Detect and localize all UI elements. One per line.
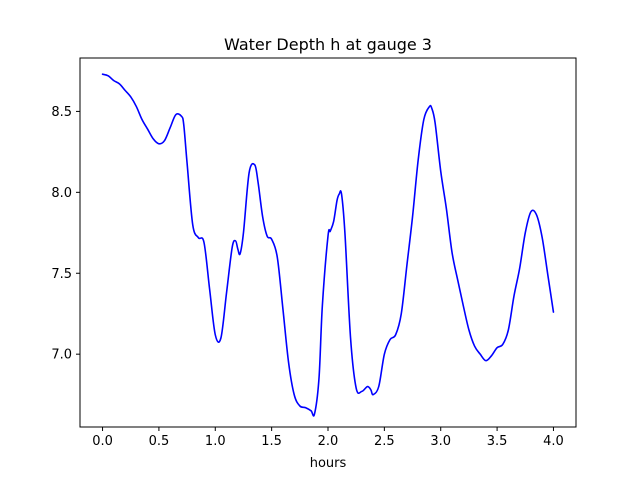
y-tick-label: 8.0 xyxy=(51,186,72,201)
x-axis-label: hours xyxy=(310,456,347,471)
y-tick-label: 8.5 xyxy=(51,105,72,120)
ticks-layer: 0.0 0.5 1.0 1.5 2.0 2.5 3.0 3.5 4.0 7.0 7.5 8.0 8.5 xyxy=(51,105,563,449)
y-tick-label: 7.0 xyxy=(51,348,72,363)
plot-area-frame xyxy=(79,57,577,428)
chart-title: Water Depth h at gauge 3 xyxy=(224,35,432,54)
series-layer xyxy=(101,73,555,417)
x-tick-label: 3.0 xyxy=(430,434,451,449)
x-tick-label: 0.5 xyxy=(149,434,170,449)
x-tick-label: 3.5 xyxy=(487,434,508,449)
x-tick-label: 1.5 xyxy=(261,434,282,449)
y-tick-label: 7.5 xyxy=(51,267,72,282)
x-tick-label: 2.0 xyxy=(318,434,339,449)
x-tick-label: 1.0 xyxy=(205,434,226,449)
x-tick-label: 2.5 xyxy=(374,434,395,449)
series-line xyxy=(101,73,555,417)
x-tick-label: 4.0 xyxy=(543,434,564,449)
x-tick-label: 0.0 xyxy=(92,434,113,449)
